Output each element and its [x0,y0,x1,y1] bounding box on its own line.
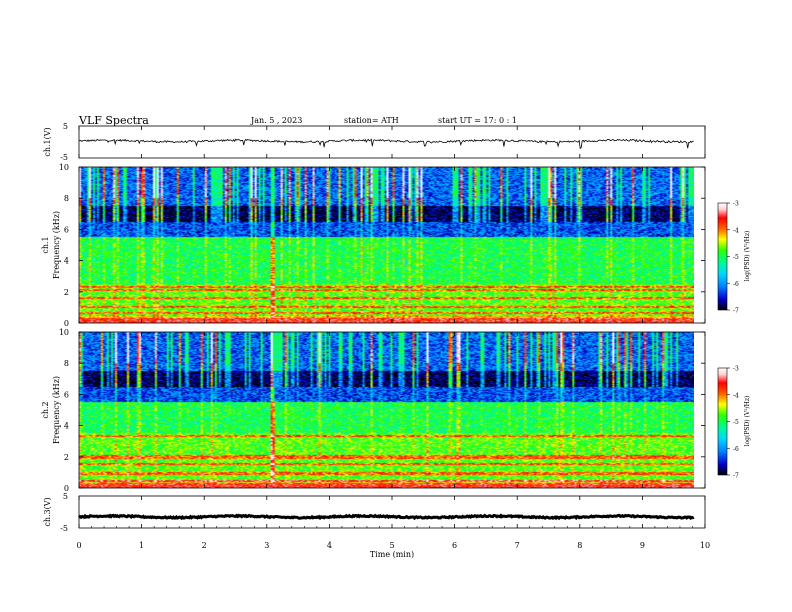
ch1-spectrogram-ytick-label: 0 [64,319,69,328]
ch2-colorbar-tick-label: -3 [733,366,739,373]
ch2-spectrogram-ytick-label: 4 [64,422,69,431]
ch1-colorbar-label: log(PSD) (V²/Hz) [744,231,751,282]
x-tick-label: 5 [389,541,394,550]
ch2-colorbar-gradient [717,367,728,476]
x-axis-ticks: 0 1 2 3 4 5 6 7 8 9 10 [76,126,710,550]
ch3-waveform-trace [78,513,695,521]
ch1-colorbar-tick-label: -6 [733,281,739,288]
date-label: Jan. 5 , 2023 [250,116,302,125]
ch1-colorbar-tick-label: -4 [733,227,739,234]
start-time-label: start UT = 17: 0 : 1 [438,116,517,125]
ch1-colorbar-ticks: -3 -4 -5 -6 -7 [727,201,739,315]
ch1-spectrogram-ytick-label: 10 [59,163,69,172]
x-tick-label: 10 [700,541,710,550]
ch2-spectrogram-ytick-label: 2 [64,453,69,462]
ch2-spectrogram-yticks: 10 8 6 4 2 0 [59,328,705,493]
ch1-waveform-trace [79,138,694,150]
ch2-spectrogram-ylabel2: Frequency (kHz) [52,376,61,444]
ch2-spectrogram-image [79,332,694,488]
ch2-spectrogram-ytick-label: 6 [64,390,69,399]
ch1-colorbar-tick-label: -3 [733,201,739,208]
x-tick-label: 1 [139,541,144,550]
ch1-ytick-top: 5 [63,122,68,131]
ch1-spectrogram-ytick-label: 8 [64,194,69,203]
x-tick-label: 6 [452,541,457,550]
x-tick-label: 3 [264,541,269,550]
x-tick-label: 8 [577,541,582,550]
ch1-ytick-bottom: -5 [60,153,68,162]
ch2-spectrogram-ytick-label: 0 [64,484,69,493]
ch1-spectrogram-image [79,167,694,323]
ch2-spectrogram-panel: 10 8 6 4 2 0 ch.2 Frequency (kHz) [41,328,706,493]
chart-title: VLF Spectra [78,114,149,127]
x-tick-label: 4 [327,541,332,550]
ch1-spectrogram-ylabel2: Frequency (kHz) [52,211,61,279]
ch2-colorbar-ticks: -3 -4 -5 -6 -7 [727,366,739,480]
ch2-colorbar-tick-label: -6 [733,446,739,453]
ch3-waveform-panel: 5 -5 ch.3(V) [43,492,706,533]
ch1-spectrogram-ytick-label: 2 [64,288,69,297]
ch1-spectrogram-panel: 10 8 6 4 2 0 ch.1 Frequency (kHz) [41,163,706,328]
ch2-colorbar-tick-label: -7 [733,473,739,480]
ch1-ylabel: ch.1(V) [43,127,52,156]
ch3-waveform-frame [78,495,706,529]
station-label: station= ATH [344,116,399,125]
ch2-spectrogram-ytick-label: 10 [59,328,69,337]
x-tick-label: 2 [202,541,207,550]
ch3-ytick-top: 5 [63,492,68,501]
ch2-spectrogram-ylabel: ch.2 [41,401,50,418]
ch1-colorbar-gradient [717,202,728,311]
x-axis-label: Time (min) [370,550,414,559]
ch2-colorbar-label: log(PSD) (V²/Hz) [744,396,751,447]
ch1-spectrogram-yticks: 10 8 6 4 2 0 [59,163,705,328]
ch1-colorbar: -3 -4 -5 -6 -7 log(PSD) (V²/Hz) [717,201,751,315]
ch1-waveform-panel: 5 -5 ch.1(V) [43,122,706,162]
ch1-spectrogram-ytick-label: 4 [64,257,69,266]
x-tick-label: 7 [515,541,520,550]
ch2-colorbar: -3 -4 -5 -6 -7 log(PSD) (V²/Hz) [717,366,751,480]
ch1-spectrogram-ylabel: ch.1 [41,236,50,253]
x-tick-label: 0 [76,541,81,550]
ch3-ytick-bottom: -5 [60,524,68,533]
x-tick-label: 9 [640,541,645,550]
ch2-colorbar-tick-label: -5 [733,419,739,426]
ch2-colorbar-tick-label: -4 [733,392,739,399]
ch1-spectrogram-ytick-label: 6 [64,225,69,234]
ch1-colorbar-tick-label: -5 [733,254,739,261]
ch3-ylabel: ch.3(V) [43,497,52,526]
ch2-spectrogram-ytick-label: 8 [64,359,69,368]
ch1-colorbar-tick-label: -7 [733,308,739,315]
